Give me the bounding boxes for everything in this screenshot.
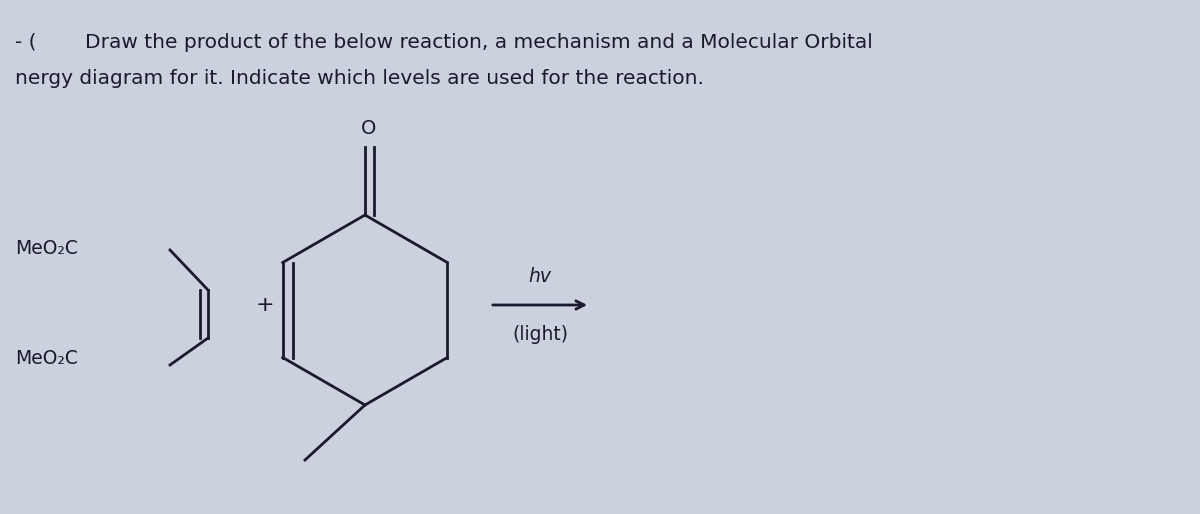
Text: (light): (light) [512,325,568,344]
Text: - (: - ( [14,32,36,51]
Text: MeO₂C: MeO₂C [14,238,78,258]
Text: +: + [256,295,275,315]
Text: nergy diagram for it. Indicate which levels are used for the reaction.: nergy diagram for it. Indicate which lev… [14,68,704,87]
Text: Draw the product of the below reaction, a mechanism and a Molecular Orbital: Draw the product of the below reaction, … [85,32,872,51]
Text: MeO₂C: MeO₂C [14,348,78,368]
Text: O: O [361,119,377,138]
Text: hv: hv [528,267,552,286]
